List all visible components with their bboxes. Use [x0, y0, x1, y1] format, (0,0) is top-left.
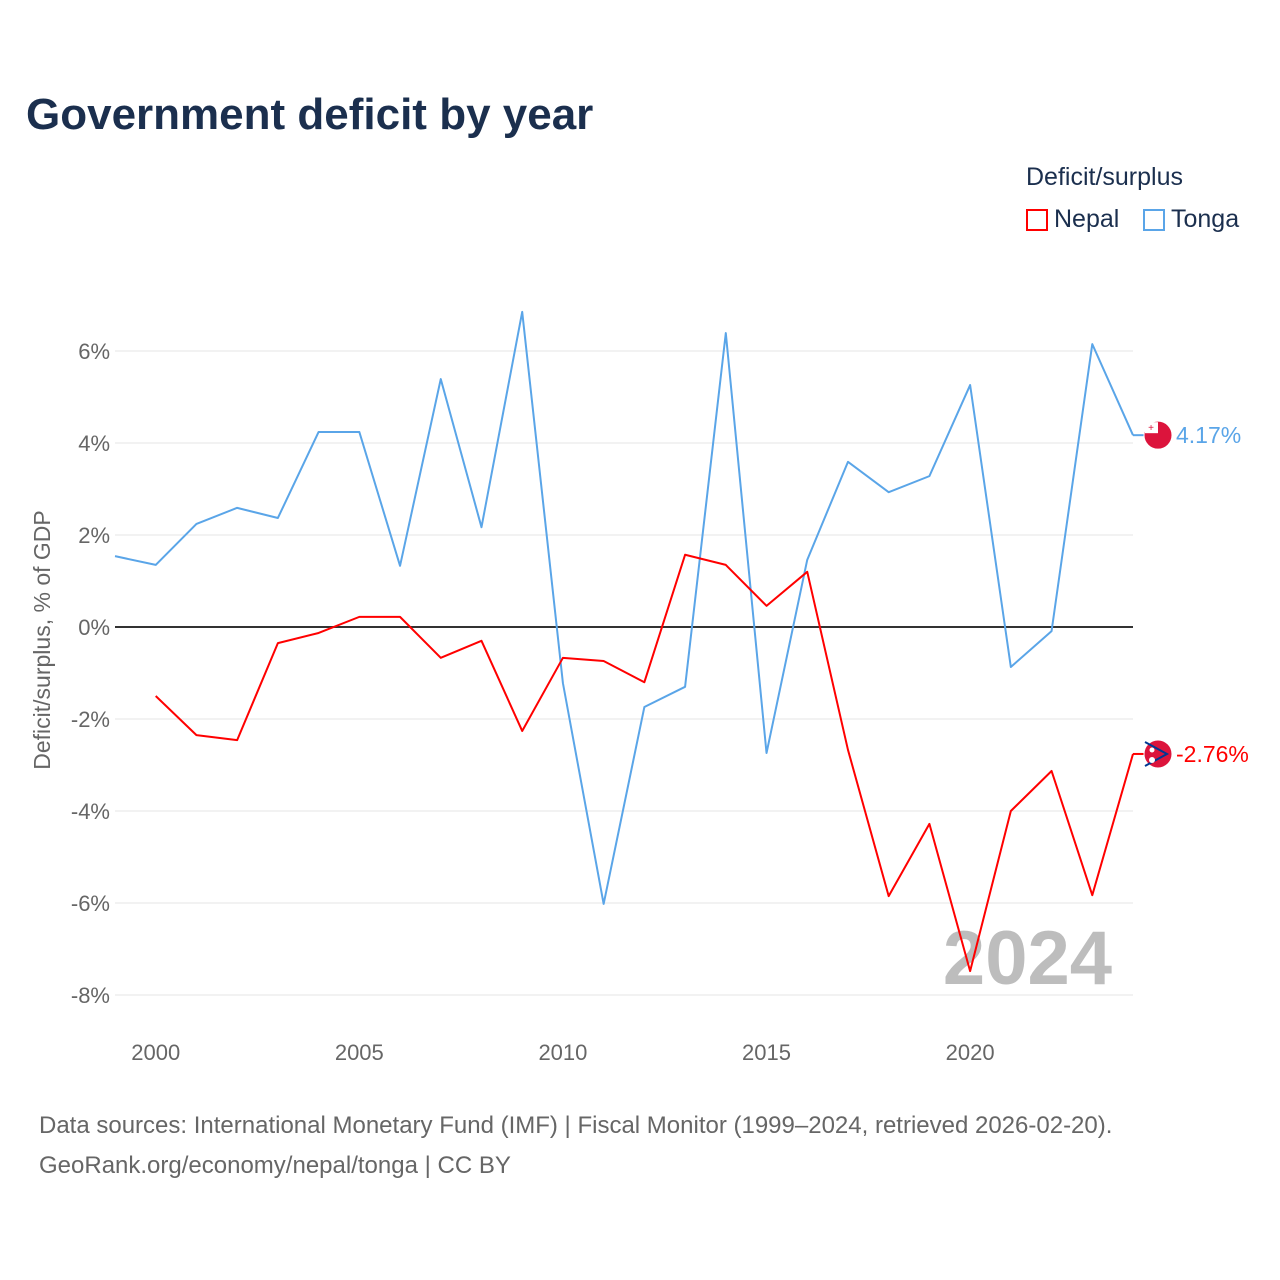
x-tick-label: 2005 [335, 1040, 384, 1065]
y-tick-label: 6% [78, 339, 110, 364]
flag-cross: + [1148, 423, 1154, 434]
legend-swatch-tonga [1143, 208, 1165, 231]
legend-item-tonga[interactable]: Tonga [1143, 205, 1239, 234]
x-tick-label: 2000 [131, 1040, 180, 1065]
x-tick-label: 2020 [946, 1040, 995, 1065]
data-source-text: Data sources: International Monetary Fun… [39, 1112, 1113, 1139]
series-line-nepal [155, 553, 1134, 973]
x-tick-label: 2015 [742, 1040, 791, 1065]
y-tick-label: 0% [78, 615, 110, 640]
y-tick-label: -8% [71, 983, 110, 1008]
year-watermark: 2024 [943, 916, 1112, 1001]
end-value-label: -2.76% [1176, 741, 1249, 767]
legend-label: Tonga [1171, 205, 1240, 233]
flag-sun [1149, 756, 1155, 763]
end-value-label: 4.17% [1176, 422, 1241, 448]
x-tick-label: 2010 [538, 1040, 587, 1065]
y-tick-label: -4% [71, 799, 110, 824]
legend-swatch-nepal [1026, 208, 1048, 231]
legend-title: Deficit/surplus [1026, 163, 1183, 191]
series-line-tonga [114, 310, 1134, 905]
flag-moon [1149, 747, 1155, 753]
footer: Data sources: International Monetary Fun… [39, 1106, 1112, 1186]
y-tick-label: 4% [78, 431, 110, 456]
y-tick-label: -6% [71, 891, 110, 916]
y-tick-label: -2% [71, 707, 110, 732]
legend-item-nepal[interactable]: Nepal [1026, 205, 1119, 234]
y-tick-label: 2% [78, 523, 110, 548]
y-axis-label: Deficit/surplus, % of GDP [29, 510, 55, 769]
attribution-text: GeoRank.org/economy/nepal/tonga | CC BY [39, 1152, 511, 1179]
flag-canton [1145, 422, 1158, 434]
legend-label: Nepal [1054, 205, 1120, 233]
chart-title: Government deficit by year [26, 90, 594, 139]
